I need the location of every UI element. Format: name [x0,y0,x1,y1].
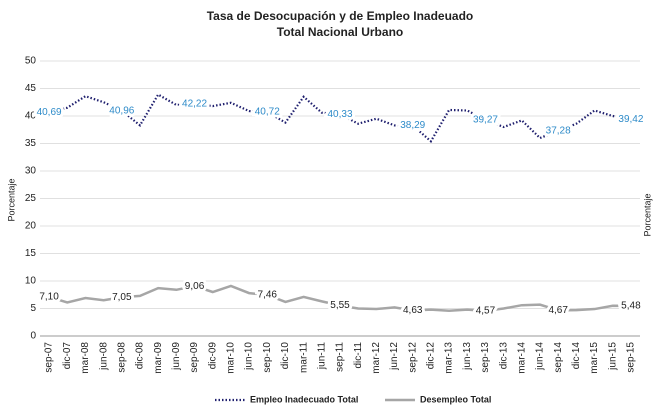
legend-label: Desempleo Total [420,394,491,404]
x-tick-label: sep-13 [480,342,491,373]
x-tick-label: mar-10 [226,342,237,374]
x-tick-label: sep-14 [553,342,564,373]
x-tick-label: dic-13 [498,342,509,370]
x-tick-label: mar-11 [298,342,309,373]
data-label: 9,06 [185,281,205,292]
y-tick-label: 25 [25,193,37,204]
data-label: 4,57 [476,306,496,317]
data-label: 5,55 [330,300,350,311]
y-tick-label: 20 [25,221,37,232]
x-tick-label: mar-09 [153,342,164,374]
data-label: 40,72 [255,107,280,118]
series-line [48,93,632,144]
x-tick-label: jun-09 [171,342,182,371]
data-label: 7,46 [258,290,278,301]
x-tick-label: jun-15 [607,342,618,371]
x-tick-label: sep-09 [189,342,200,373]
y-tick-label: 50 [25,56,37,67]
x-tick-label: dic-11 [353,342,364,369]
data-label: 42,22 [182,98,207,109]
y-axis-label: Porcentaje [6,178,16,221]
x-tick-label: sep-07 [44,342,55,373]
y-tick-label: 30 [25,166,37,177]
x-tick-label: jun-14 [535,342,546,371]
y-tick-label: 15 [25,248,37,259]
data-label: 5,48 [621,301,641,312]
data-label: 40,96 [109,105,134,116]
x-tick-label: mar-12 [371,342,382,374]
x-tick-label: sep-08 [116,342,127,373]
y2-axis-label: Porcentaje [642,193,652,236]
chart-subtitle: Total Nacional Urbano [277,25,403,39]
data-label: 37,28 [546,126,571,137]
x-tick-label: dic-14 [571,342,582,370]
x-tick-label: mar-15 [589,342,600,374]
data-label: 39,42 [618,114,643,125]
x-tick-label: jun-08 [98,342,109,371]
x-tick-label: dic-10 [280,342,291,370]
chart-title: Tasa de Desocupación y de Empleo Inadeua… [207,9,474,23]
x-tick-label: sep-11 [335,342,346,372]
data-label: 4,63 [403,305,423,316]
x-tick-label: dic-12 [426,342,437,370]
data-label: 7,10 [39,292,59,303]
series-line [48,284,631,313]
x-tick-label: jun-11 [316,342,327,370]
y-tick-label: 0 [30,331,36,342]
x-tick-label: sep-15 [626,342,637,373]
y-tick-label: 10 [25,276,37,287]
data-label: 38,29 [400,120,425,131]
legend-label: Empleo Inadecuado Total [250,394,358,404]
y-tick-label: 45 [25,83,37,94]
y-tick-label: 35 [25,138,37,149]
x-tick-label: dic-08 [135,342,146,370]
data-label: 7,05 [112,292,132,303]
x-tick-label: sep-10 [262,342,273,373]
x-tick-label: jun-13 [462,342,473,371]
x-tick-label: sep-12 [407,342,418,373]
x-tick-label: mar-14 [516,342,527,374]
y-tick-label: 40 [25,111,37,122]
data-label: 39,27 [473,115,498,126]
data-label: 40,33 [327,109,352,120]
data-label: 40,69 [37,107,62,118]
x-tick-label: dic-09 [207,342,218,370]
x-tick-label: mar-13 [444,342,455,374]
x-tick-label: jun-12 [389,342,400,371]
x-tick-label: jun-10 [244,342,255,371]
x-tick-label: mar-08 [80,342,91,374]
y-tick-label: 5 [30,303,36,314]
x-tick-label: dic-07 [62,342,73,370]
data-label: 4,67 [548,305,568,316]
